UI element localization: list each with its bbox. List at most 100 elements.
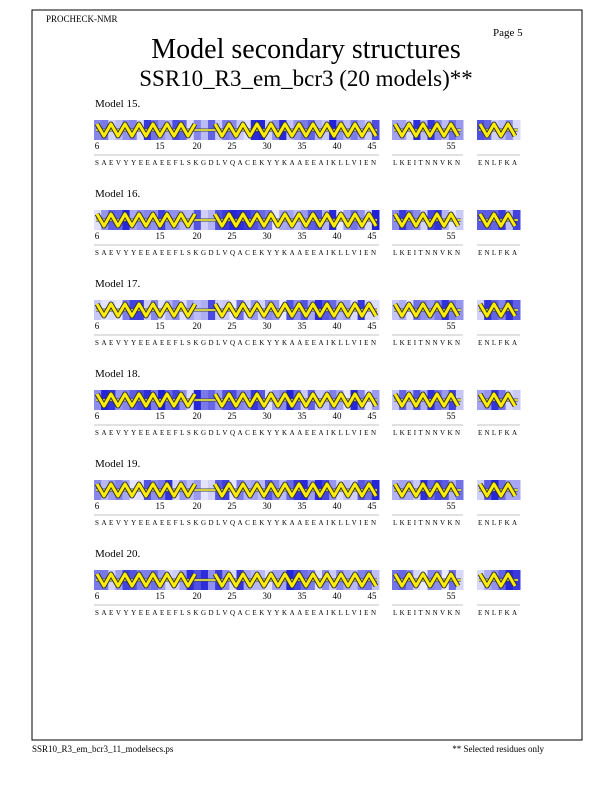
model-label: Model 18. [95, 368, 140, 380]
helix [393, 302, 460, 318]
sequence: LKEITNNVKN [393, 249, 460, 257]
residue-number: 20 [193, 591, 203, 601]
residue-number: 30 [263, 141, 273, 151]
residue-number: 55 [447, 321, 457, 331]
residue-number: 35 [298, 141, 308, 151]
helix [478, 122, 517, 138]
residue-number: 30 [263, 501, 273, 511]
residue-number: 55 [447, 501, 457, 511]
helix [478, 212, 517, 228]
residue-number: 6 [95, 591, 100, 601]
sequence: LKEITNNVKN [393, 159, 460, 167]
residue-number: 20 [193, 231, 203, 241]
helix [213, 212, 378, 228]
title: Model secondary structures [151, 34, 460, 65]
sequence: SAEVYYEEAEEFLSKGDLVQACEKYYKAAEEAIKLLVIEN [95, 429, 376, 437]
helix [213, 392, 378, 408]
residue-number: 35 [298, 321, 308, 331]
residue-number: 15 [156, 501, 166, 511]
residue-number: 40 [333, 231, 343, 241]
residue-number: 45 [368, 591, 378, 601]
residue-number: 30 [263, 321, 273, 331]
helix [95, 122, 197, 138]
sequence: LKEITNNVKN [393, 339, 460, 347]
footer-file: SSR10_R3_em_bcr3_11_modelsecs.ps [32, 744, 174, 754]
residue-number: 45 [368, 411, 378, 421]
residue-number: 45 [368, 231, 378, 241]
helix [213, 302, 378, 318]
model-label: Model 17. [95, 278, 140, 290]
residue-number: 15 [156, 321, 166, 331]
sequence: ENLFKA [478, 339, 517, 347]
footer-note: ** Selected residues only [452, 744, 544, 754]
sequence: ENLFKA [478, 429, 517, 437]
residue-number: 35 [298, 501, 308, 511]
residue-number: 45 [368, 141, 378, 151]
model-label: Model 15. [95, 98, 140, 110]
sequence: SAEVYYEEAEEFLSKGDLVQACEKYYKAAEEAIKLLVIEN [95, 339, 376, 347]
sequence: ENLFKA [478, 159, 517, 167]
helix [95, 212, 197, 228]
helix [478, 392, 517, 408]
residue-number: 35 [298, 411, 308, 421]
residue-number: 40 [333, 321, 343, 331]
helix [95, 572, 197, 588]
residue-number: 55 [447, 591, 457, 601]
residue-number: 15 [156, 411, 166, 421]
residue-number: 25 [228, 411, 238, 421]
helix [95, 482, 197, 498]
residue-number: 35 [298, 231, 308, 241]
model-label: Model 16. [95, 188, 140, 200]
sequence: ENLFKA [478, 519, 517, 527]
helix [478, 302, 517, 318]
page-number: Page 5 [493, 27, 523, 39]
sequence: ENLFKA [478, 249, 517, 257]
residue-number: 35 [298, 591, 308, 601]
helix [393, 122, 460, 138]
helix [393, 212, 460, 228]
residue-number: 30 [263, 591, 273, 601]
sequence: SAEVYYEEAEEFLSKGDLVQACEKYYKAAEEAIKLLVIEN [95, 249, 376, 257]
sequence: LKEITNNVKN [393, 429, 460, 437]
subtitle: SSR10_R3_em_bcr3 (20 models)** [139, 66, 473, 91]
helix [478, 572, 517, 588]
model-label: Model 19. [95, 458, 140, 470]
residue-number: 6 [95, 141, 100, 151]
residue-number: 6 [95, 231, 100, 241]
residue-number: 45 [368, 321, 378, 331]
sequence: SAEVYYEEAEEFLSKGDLVQACEKYYKAAEEAIKLLVIEN [95, 519, 376, 527]
helix [213, 482, 378, 498]
sequence: LKEITNNVKN [393, 609, 460, 617]
residue-number: 20 [193, 321, 203, 331]
residue-number: 30 [263, 411, 273, 421]
residue-number: 40 [333, 411, 343, 421]
sequence: SAEVYYEEAEEFLSKGDLVQACEKYYKAAEEAIKLLVIEN [95, 609, 376, 617]
residue-number: 6 [95, 411, 100, 421]
residue-number: 6 [95, 321, 100, 331]
residue-number: 20 [193, 501, 203, 511]
residue-number: 40 [333, 591, 343, 601]
residue-number: 25 [228, 591, 238, 601]
residue-number: 25 [228, 321, 238, 331]
helix [393, 392, 460, 408]
helix [213, 122, 378, 138]
residue-number: 25 [228, 501, 238, 511]
residue-number: 55 [447, 141, 457, 151]
model-label: Model 20. [95, 548, 140, 560]
sequence: SAEVYYEEAEEFLSKGDLVQACEKYYKAAEEAIKLLVIEN [95, 159, 376, 167]
helix [393, 572, 460, 588]
residue-number: 6 [95, 501, 100, 511]
residue-number: 15 [156, 231, 166, 241]
residue-number: 15 [156, 141, 166, 151]
residue-number: 15 [156, 591, 166, 601]
residue-number: 55 [447, 231, 457, 241]
helix [478, 482, 517, 498]
page-border [31, 9, 583, 741]
residue-number: 20 [193, 411, 203, 421]
helix [95, 392, 197, 408]
residue-number: 40 [333, 141, 343, 151]
helix [95, 302, 197, 318]
residue-number: 45 [368, 501, 378, 511]
residue-number: 30 [263, 231, 273, 241]
